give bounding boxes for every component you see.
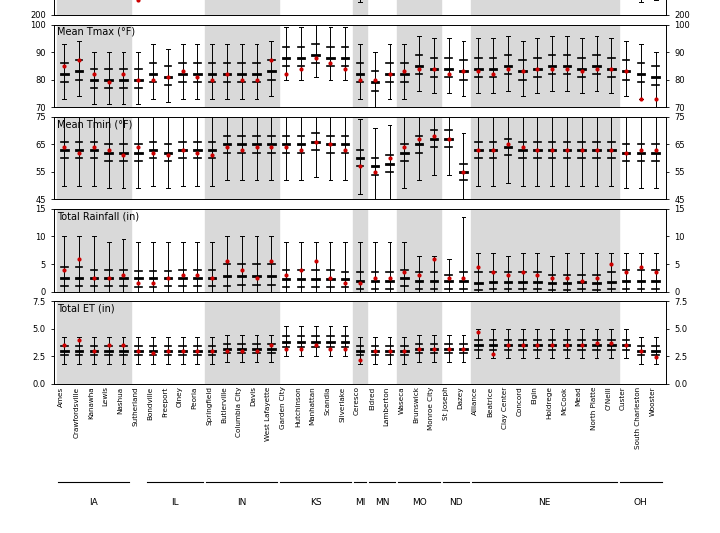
Text: Custer: Custer [620,386,626,410]
Text: Springfield: Springfield [206,386,212,425]
Text: Garden City: Garden City [280,386,286,429]
Text: Hutchinson: Hutchinson [295,386,301,427]
Bar [397,209,441,292]
Text: MI: MI [355,498,365,507]
Text: Crawfordsville: Crawfordsville [73,386,79,438]
Bar [353,209,367,292]
Text: Silverlake: Silverlake [339,386,345,422]
Text: MN: MN [375,498,390,507]
Bar [471,301,618,384]
Bar [353,25,367,107]
Bar [57,209,131,292]
Text: Kanawha: Kanawha [88,386,94,419]
Text: Monroe City: Monroe City [428,386,434,430]
Text: Sutherland: Sutherland [132,386,138,426]
Text: Concord: Concord [517,386,523,416]
Text: McCook: McCook [561,386,567,415]
Bar [471,0,618,15]
Bar [471,209,618,292]
Text: Lewis: Lewis [103,386,109,407]
Text: Manhattan: Manhattan [310,386,315,425]
Bar [353,0,367,15]
Text: Scandia: Scandia [325,386,330,415]
Bar [397,0,441,15]
Text: Elgin: Elgin [531,386,537,404]
Bar [353,301,367,384]
Text: O'Neill: O'Neill [606,386,611,410]
Text: MO: MO [412,498,426,507]
Text: NE: NE [539,498,551,507]
Text: Columbia City: Columbia City [235,386,242,437]
Bar [204,25,279,107]
Text: Beatrice: Beatrice [487,386,493,417]
Text: Clay Center: Clay Center [502,386,508,429]
Text: Ames: Ames [58,386,64,407]
Text: Ceresco: Ceresco [354,386,360,415]
Text: ND: ND [449,498,463,507]
Text: OH: OH [634,498,648,507]
Text: KS: KS [310,498,321,507]
Text: Wooster: Wooster [649,386,656,416]
Text: IN: IN [237,498,246,507]
Text: Mead: Mead [576,386,582,406]
Text: North Platte: North Platte [590,386,597,430]
Bar [471,117,618,199]
Text: IA: IA [89,498,99,507]
Text: Total ET (in): Total ET (in) [57,304,114,313]
Text: South Charleston: South Charleston [635,386,641,449]
Bar [353,117,367,199]
Bar [397,117,441,199]
Text: Peoria: Peoria [192,386,197,409]
Bar [204,117,279,199]
Bar [204,0,279,15]
Text: West Lafayette: West Lafayette [265,386,271,441]
Text: Mean Tmax (°F): Mean Tmax (°F) [57,27,135,37]
Bar [204,301,279,384]
Bar [397,25,441,107]
Text: Lamberton: Lamberton [384,386,390,426]
Text: Eldred: Eldred [369,386,375,410]
Text: Total Rainfall (in): Total Rainfall (in) [57,212,139,221]
Text: Dazey: Dazey [457,386,464,409]
Text: Holdrege: Holdrege [546,386,552,419]
Bar [57,117,131,199]
Text: Butlerville: Butlerville [221,386,227,423]
Bar [204,209,279,292]
Text: Davis: Davis [251,386,256,407]
Bar [57,25,131,107]
Bar [57,301,131,384]
Text: Bondville: Bondville [147,386,153,419]
Text: Nashua: Nashua [117,386,123,414]
Text: Freeport: Freeport [162,386,168,417]
Bar [57,0,131,15]
Text: Olney: Olney [176,386,183,407]
Bar [397,301,441,384]
Text: IL: IL [171,498,179,507]
Text: Alliance: Alliance [472,386,478,415]
Bar [471,25,618,107]
Text: Waseca: Waseca [398,386,405,414]
Text: St Joseph: St Joseph [443,386,449,420]
Text: Mean Tmin (°F): Mean Tmin (°F) [57,119,132,129]
Text: Brunswick: Brunswick [413,386,419,423]
